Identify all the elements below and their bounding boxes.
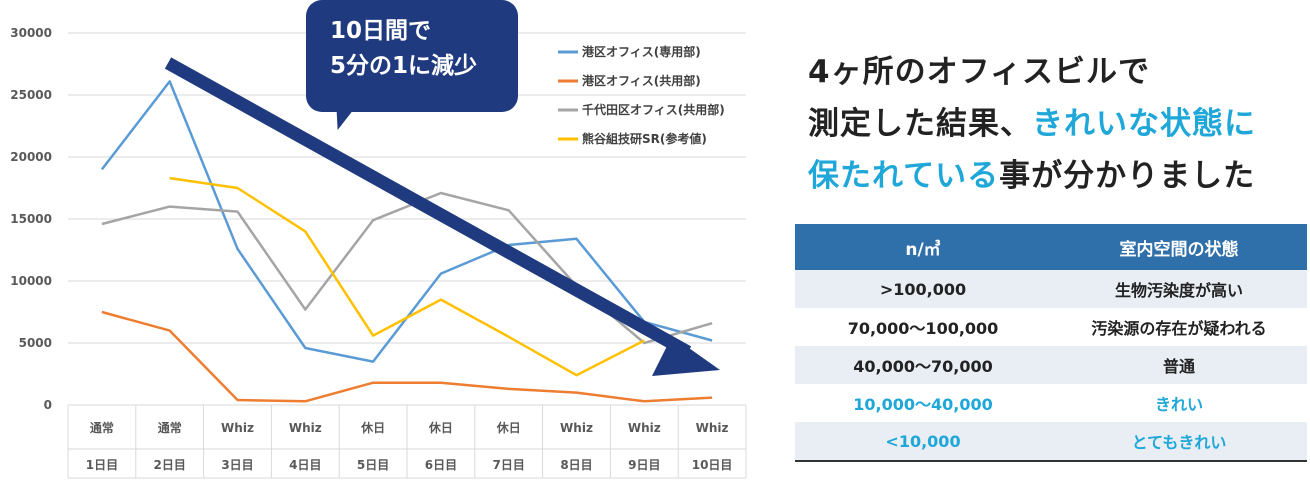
x-tick-label: 休日 <box>360 420 385 435</box>
table-cell: 10,000〜40,000 <box>853 395 993 414</box>
headline-line-3-normal: 事が分かりました <box>999 158 1256 194</box>
x-tick-label: 5日目 <box>357 458 389 472</box>
table-header: n/㎥ 室内空間の状態 <box>795 224 1307 270</box>
x-tick-label: Whiz <box>628 421 661 435</box>
x-tick-label: Whiz <box>289 421 322 435</box>
x-tick-label: 4日目 <box>289 458 321 472</box>
headline-line-2-normal: 測定した結果、 <box>808 106 1032 142</box>
x-tick-label: Whiz <box>221 421 254 435</box>
header-cell-unit: n/㎥ <box>905 239 941 260</box>
callout-line-1: 10日間で <box>330 18 432 44</box>
x-tick-label: 7日目 <box>493 458 525 472</box>
x-tick-label: 8日目 <box>560 458 592 472</box>
table-cell: <10,000 <box>885 431 961 451</box>
table-row: 70,000〜100,000 汚染源の存在が疑われる <box>795 308 1307 346</box>
x-tick-label: 9日目 <box>628 458 660 472</box>
y-tick-label: 10000 <box>10 274 52 288</box>
x-tick-label: 通常 <box>158 420 182 435</box>
y-tick-label: 25000 <box>10 88 52 102</box>
x-tick-label: 2日目 <box>154 458 186 472</box>
table-cell: 普通 <box>1162 357 1195 376</box>
table-cell: >100,000 <box>879 279 967 299</box>
line-chart: 0 5000 10000 15000 20000 25000 30000 通常 通常 Whiz Wh… <box>10 26 747 479</box>
legend-label: 港区オフィス(専用部) <box>582 44 701 59</box>
table-cell: 生物汚染度が高い <box>1114 281 1243 300</box>
table-cell: 70,000〜100,000 <box>847 319 999 338</box>
x-tick-label: 休日 <box>496 420 521 435</box>
x-tick-label: Whiz <box>560 421 593 435</box>
headline-line-3: 保たれている事が分かりました <box>808 150 1308 202</box>
x-tick-label: 10日目 <box>692 458 733 472</box>
callout-bubble: 10日間で 5分の1に減少 <box>306 0 518 112</box>
cleanliness-table: n/㎥ 室内空間の状態 >100,000 生物汚染度が高い 70,000〜100… <box>795 224 1307 462</box>
table-cell: きれい <box>1154 395 1203 414</box>
header-cell-state: 室内空間の状態 <box>1119 239 1239 260</box>
series-line-4 <box>169 176 645 377</box>
table-row: <10,000 とてもきれい <box>795 422 1307 460</box>
chart-series <box>100 80 713 403</box>
x-tick-label: 3日目 <box>221 458 253 472</box>
y-tick-label: 15000 <box>10 212 52 226</box>
x-tick-label: 6日目 <box>425 458 457 472</box>
legend-label: 港区オフィス(共用部) <box>582 73 701 88</box>
callout-line-2: 5分の1に減少 <box>330 53 478 79</box>
table-row: 10,000〜40,000 きれい <box>795 384 1307 422</box>
x-tick-label: Whiz <box>696 421 729 435</box>
y-tick-label: 5000 <box>19 336 52 350</box>
series-line-2 <box>101 310 713 403</box>
headline-line-2: 測定した結果、きれいな状態に <box>808 98 1308 150</box>
x-tick-label: 休日 <box>428 420 453 435</box>
legend-label: 熊谷組技研SR(参考値) <box>582 131 707 146</box>
y-tick-label: 0 <box>44 398 52 412</box>
headline-line-3-blue: 保たれている <box>808 158 1000 194</box>
legend-label: 千代田区オフィス(共用部) <box>582 102 725 117</box>
headline-line-2-blue: きれいな状態に <box>1032 106 1256 142</box>
headline-line-1: 4ヶ所のオフィスビルで <box>808 54 1150 90</box>
y-tick-label: 30000 <box>10 26 52 40</box>
y-tick-label: 20000 <box>10 150 52 164</box>
chart-axes: 0 5000 10000 15000 20000 25000 30000 通常 通常 Whiz Wh… <box>10 26 747 479</box>
trend-arrow <box>164 57 720 376</box>
table-cell: とてもきれい <box>1131 433 1227 452</box>
table-row: 40,000〜70,000 普通 <box>795 346 1307 384</box>
table-cell: 40,000〜70,000 <box>853 357 993 376</box>
x-tick-label: 1日目 <box>86 458 118 472</box>
headline: 4ヶ所のオフィスビルで 測定した結果、きれいな状態に 保たれている事が分かりまし… <box>808 46 1308 202</box>
chart-legend: 港区オフィス(専用部) 港区オフィス(共用部) 千代田区オフィス(共用部) 熊谷組技研… <box>558 44 725 146</box>
x-tick-label: 通常 <box>90 420 114 435</box>
table-cell: 汚染源の存在が疑われる <box>1091 319 1267 338</box>
table-row: >100,000 生物汚染度が高い <box>795 270 1307 308</box>
